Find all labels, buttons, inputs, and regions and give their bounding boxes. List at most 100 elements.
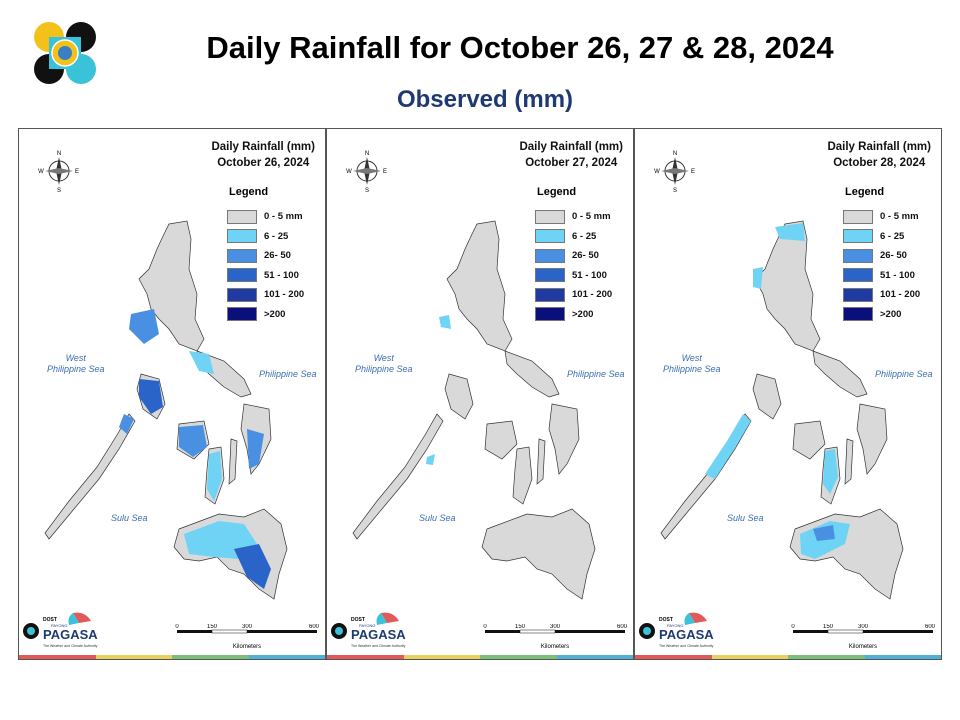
philippine-sea-label: Philippine Sea bbox=[875, 369, 933, 379]
legend-item: 0 - 5 mm bbox=[227, 207, 304, 227]
svg-text:300: 300 bbox=[858, 624, 869, 630]
legend-item: 51 - 100 bbox=[535, 266, 612, 286]
panel-heading: Daily Rainfall (mm) October 28, 2024 bbox=[827, 139, 931, 171]
svg-text:300: 300 bbox=[242, 624, 253, 630]
legend-item: 26- 50 bbox=[843, 246, 920, 266]
svg-text:E: E bbox=[691, 169, 695, 175]
legend-label: >200 bbox=[264, 308, 286, 320]
legend-item: >200 bbox=[843, 305, 920, 325]
pagasa-logo: DOST PAYONG PAGASA The Weather and Clima… bbox=[23, 612, 98, 648]
svg-text:PAYONG: PAYONG bbox=[667, 623, 684, 628]
legend-swatch bbox=[227, 248, 257, 263]
svg-text:Kilometers: Kilometers bbox=[233, 644, 261, 650]
legend-swatch bbox=[843, 287, 873, 302]
legend-swatch bbox=[843, 209, 873, 224]
legend: 0 - 5 mm 6 - 25 26- 50 51 - 100 101 - 20… bbox=[535, 207, 612, 324]
legend-item: 26- 50 bbox=[227, 246, 304, 266]
pagasa-logo: DOST PAYONG PAGASA The Weather and Clima… bbox=[331, 612, 406, 648]
legend-label: 6 - 25 bbox=[264, 230, 289, 242]
page-title: Daily Rainfall for October 26, 27 & 28, … bbox=[206, 30, 834, 65]
legend-swatch bbox=[535, 229, 565, 244]
legend-title: Legend bbox=[845, 186, 885, 198]
svg-text:150: 150 bbox=[823, 624, 834, 630]
svg-text:600: 600 bbox=[925, 624, 935, 630]
svg-text:The Weather and Climate Author: The Weather and Climate Authority bbox=[351, 644, 406, 648]
svg-text:600: 600 bbox=[617, 624, 627, 630]
svg-text:PAGASA: PAGASA bbox=[351, 627, 406, 642]
legend-swatch bbox=[535, 248, 565, 263]
panel-heading-date: October 27, 2024 bbox=[525, 157, 618, 169]
legend-label: 51 - 100 bbox=[264, 269, 299, 281]
legend-swatch bbox=[227, 229, 257, 244]
legend-label: 0 - 5 mm bbox=[572, 211, 611, 223]
legend-label: >200 bbox=[880, 308, 902, 320]
west-philippine-sea-label: West Philippine Sea bbox=[47, 353, 105, 374]
legend-item: 51 - 100 bbox=[843, 266, 920, 286]
philippines-map bbox=[44, 220, 288, 600]
svg-text:0: 0 bbox=[483, 624, 487, 630]
svg-text:150: 150 bbox=[207, 624, 218, 630]
legend-title: Legend bbox=[537, 186, 577, 198]
svg-text:PAGASA: PAGASA bbox=[659, 627, 714, 642]
legend-label: 26- 50 bbox=[880, 250, 907, 262]
svg-text:DOST: DOST bbox=[659, 617, 673, 623]
color-strip bbox=[19, 655, 325, 659]
philippines-map bbox=[352, 220, 596, 600]
legend-label: 101 - 200 bbox=[880, 289, 921, 301]
legend-swatch bbox=[843, 248, 873, 263]
scale-bar: 0 150 300 600 Kilometers bbox=[175, 624, 319, 650]
legend-swatch bbox=[535, 209, 565, 224]
brand-pagasa: PAGASA bbox=[43, 627, 98, 642]
brand-tagline: The Weather and Climate Authority bbox=[43, 644, 98, 648]
philippine-sea-label: Philippine Sea bbox=[259, 369, 317, 379]
compass-w-label: W bbox=[38, 169, 44, 175]
legend-item: 101 - 200 bbox=[535, 285, 612, 305]
legend: 0 - 5 mm 6 - 25 26- 50 51 - 100 101 - 20… bbox=[227, 207, 304, 324]
legend-swatch bbox=[843, 307, 873, 322]
brand-dost: DOST bbox=[43, 617, 57, 623]
svg-text:PAYONG: PAYONG bbox=[359, 623, 376, 628]
legend-item: 101 - 200 bbox=[227, 285, 304, 305]
compass-e-label: E bbox=[75, 169, 79, 175]
west-philippine-sea-label: West Philippine Sea bbox=[663, 353, 721, 374]
legend-item: 51 - 100 bbox=[227, 266, 304, 286]
map-panel-oct-26: N S E W Daily Rainfall (mm) October 26, … bbox=[18, 128, 326, 660]
legend-item: >200 bbox=[535, 305, 612, 325]
panel-heading-title: Daily Rainfall (mm) bbox=[211, 141, 315, 153]
svg-text:0: 0 bbox=[175, 624, 179, 630]
dost-logo bbox=[34, 22, 96, 84]
legend-swatch bbox=[227, 287, 257, 302]
legend-item: 6 - 25 bbox=[535, 227, 612, 247]
legend-item: 0 - 5 mm bbox=[843, 207, 920, 227]
panel-heading: Daily Rainfall (mm) October 26, 2024 bbox=[211, 139, 315, 171]
legend-swatch bbox=[843, 268, 873, 283]
legend-label: 6 - 25 bbox=[572, 230, 597, 242]
legend-label: 101 - 200 bbox=[572, 289, 613, 301]
philippine-sea-label: Philippine Sea bbox=[567, 369, 625, 379]
legend-item: 6 - 25 bbox=[843, 227, 920, 247]
sulu-sea-label: Sulu Sea bbox=[111, 513, 148, 523]
sulu-sea-label: Sulu Sea bbox=[419, 513, 456, 523]
west-philippine-sea-label: West Philippine Sea bbox=[355, 353, 413, 374]
svg-text:S: S bbox=[365, 188, 369, 193]
svg-text:Kilometers: Kilometers bbox=[849, 644, 877, 650]
pagasa-logo: DOST PAYONG PAGASA The Weather and Clima… bbox=[639, 612, 714, 648]
legend-swatch bbox=[843, 229, 873, 244]
legend-swatch bbox=[535, 287, 565, 302]
svg-text:W: W bbox=[346, 169, 352, 175]
page-subtitle: Observed (mm) bbox=[396, 86, 574, 113]
svg-text:S: S bbox=[673, 188, 677, 193]
panel-heading: Daily Rainfall (mm) October 27, 2024 bbox=[519, 139, 623, 171]
legend-label: 26- 50 bbox=[572, 250, 599, 262]
color-strip bbox=[635, 655, 941, 659]
panel-heading-date: October 26, 2024 bbox=[217, 157, 310, 169]
legend-label: 26- 50 bbox=[264, 250, 291, 262]
legend: 0 - 5 mm 6 - 25 26- 50 51 - 100 101 - 20… bbox=[843, 207, 920, 324]
panel-heading-title: Daily Rainfall (mm) bbox=[827, 141, 931, 153]
legend-label: 101 - 200 bbox=[264, 289, 305, 301]
legend-item: 0 - 5 mm bbox=[535, 207, 612, 227]
compass-rose-icon: N S E W bbox=[654, 151, 695, 193]
svg-text:N: N bbox=[365, 151, 369, 157]
legend-label: 0 - 5 mm bbox=[880, 211, 919, 223]
sulu-sea-label: Sulu Sea bbox=[727, 513, 764, 523]
